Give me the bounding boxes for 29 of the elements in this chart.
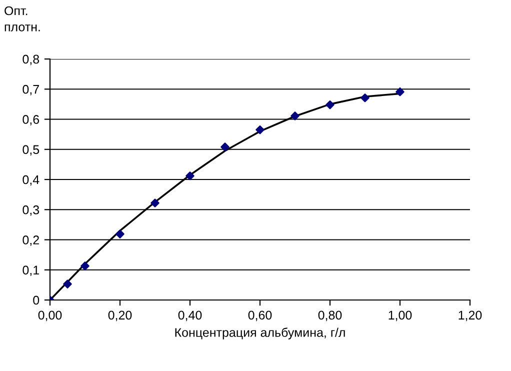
- point: [186, 172, 194, 180]
- point: [220, 142, 230, 152]
- y-tick-label: 0,7: [22, 84, 39, 96]
- y-tick-label: 0,6: [22, 115, 40, 126]
- x-tick-label: 1,20: [458, 310, 482, 322]
- y-tick-label: 0,3: [22, 205, 40, 216]
- point: [150, 198, 160, 208]
- point: [63, 280, 72, 288]
- x-tick-label: 0,80: [318, 310, 342, 322]
- point: [326, 100, 334, 110]
- x-tick-label: 0,40: [178, 310, 202, 322]
- y-tick-label: 0,5: [22, 145, 40, 156]
- x-tick-label: 0,00: [38, 310, 62, 322]
- y-tick-label: 0,8: [22, 54, 40, 66]
- x-tick-label: 1,00: [388, 310, 412, 322]
- point: [256, 125, 264, 134]
- point: [360, 93, 370, 102]
- x-tick-label: 0,60: [248, 310, 272, 322]
- y-tick-label: 0,1: [22, 266, 39, 276]
- point: [290, 112, 300, 120]
- x-tick-label: 0,20: [108, 310, 132, 322]
- y-axis-title: Опт. плотн.: [4, 6, 40, 32]
- y-tick-label: 0,2: [22, 236, 39, 246]
- y-tick-label: 0,4: [22, 175, 40, 186]
- y-tick-label: 0: [33, 296, 40, 305]
- point: [396, 87, 404, 96]
- x-axis-title: Концентрация альбумина, г/л: [175, 328, 345, 340]
- point: [116, 230, 124, 238]
- point: [80, 262, 90, 270]
